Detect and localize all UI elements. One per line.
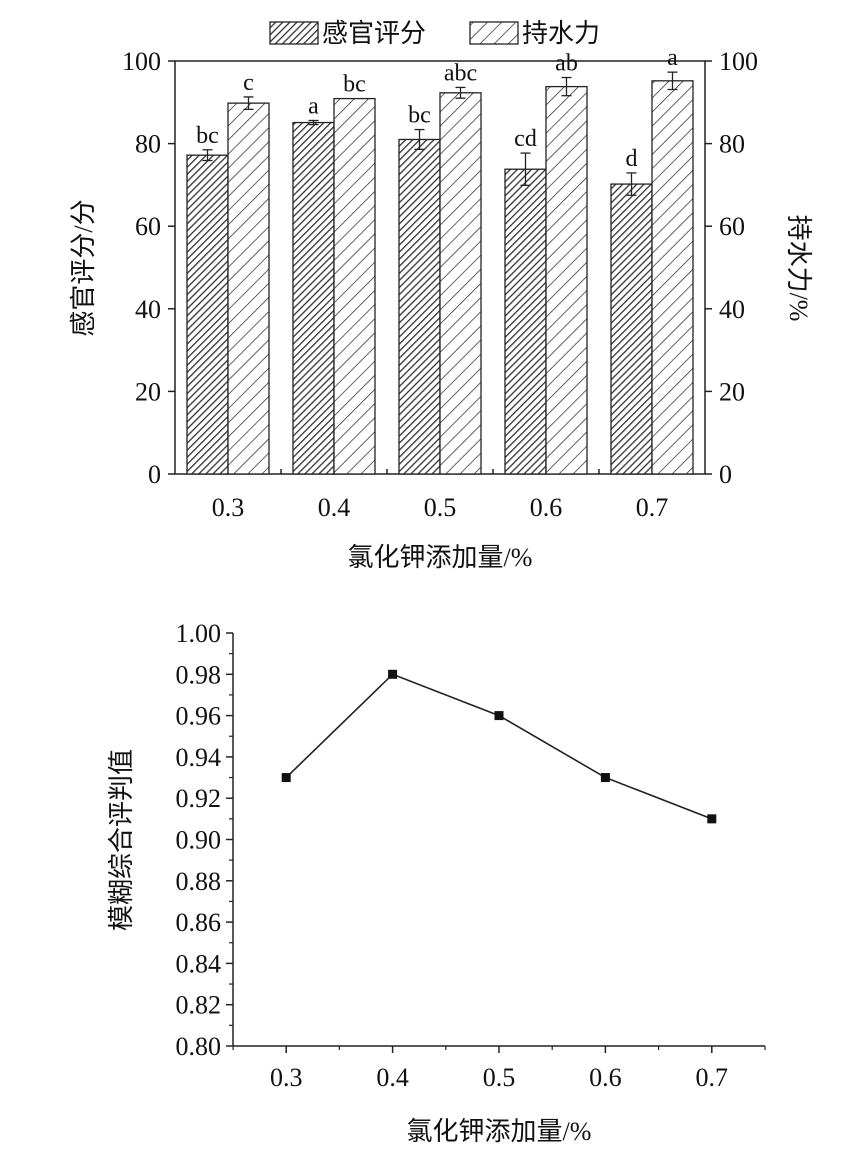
legend-swatch	[269, 21, 319, 45]
bar-water-holding	[545, 85, 588, 475]
bar-water-holding	[439, 92, 482, 475]
y-tick-label: 0.94	[176, 743, 222, 772]
legend-label: 持水力	[522, 19, 600, 48]
significance-label: a	[667, 45, 678, 71]
y-tick-label: 0.80	[176, 1032, 222, 1061]
y-tick-label: 0.92	[176, 784, 222, 813]
bar-y-label: 感官评分/分	[69, 199, 98, 336]
bar-x-label: 氯化钾添加量/%	[348, 543, 533, 572]
data-point	[707, 814, 717, 824]
y-tick-label: 0.84	[176, 949, 222, 978]
data-point	[600, 773, 610, 783]
bar-sensory	[504, 168, 547, 475]
bar-water-holding	[651, 80, 694, 475]
y-tick-label: 0.88	[176, 867, 222, 896]
y-right-tick-label: 80	[719, 130, 745, 159]
y-tick-label: 80	[135, 130, 161, 159]
y-tick-label: 60	[135, 212, 161, 241]
x-tick-label: 0.3	[212, 493, 245, 522]
y-right-tick-label: 60	[719, 212, 745, 241]
y-right-tick-label: 0	[719, 460, 732, 489]
significance-label: a	[308, 93, 319, 119]
significance-label: cd	[514, 126, 537, 152]
y-tick-label: 0.98	[176, 660, 222, 689]
data-point	[494, 711, 504, 721]
significance-label: ab	[555, 51, 578, 77]
y-tick-label: 20	[135, 377, 161, 406]
legend-label: 感官评分	[322, 19, 426, 48]
significance-label: bc	[343, 72, 366, 98]
bar-sensory	[186, 154, 229, 475]
y-tick-label: 0	[148, 460, 161, 489]
line-x-label: 氯化钾添加量/%	[407, 1117, 592, 1146]
bar-sensory	[398, 138, 441, 475]
y-tick-label: 100	[122, 47, 161, 76]
bar-y-right-label: 持水力/%	[784, 215, 813, 322]
line-chart: 0.80 0.82 0.84 0.86 0.88 0.90 0.92 0.94 0.96 0.98…	[176, 619, 766, 1092]
y-tick-label: 1.00	[176, 619, 222, 648]
legend-swatch	[469, 21, 519, 45]
y-tick-label: 0.86	[176, 908, 222, 937]
x-tick-label: 0.3	[270, 1063, 303, 1092]
y-right-tick-label: 20	[719, 377, 745, 406]
significance-label: c	[243, 70, 254, 96]
x-tick-label: 0.6	[530, 493, 563, 522]
x-tick-label: 0.5	[483, 1063, 516, 1092]
x-tick-label: 0.4	[318, 493, 351, 522]
significance-label: bc	[196, 123, 219, 149]
x-tick-label: 0.4	[376, 1063, 409, 1092]
significance-label: d	[626, 146, 638, 172]
y-tick-label: 0.82	[176, 991, 222, 1020]
significance-label: bc	[408, 103, 431, 129]
y-right-tick-label: 100	[719, 47, 758, 76]
bar-water-holding	[227, 102, 270, 475]
line-y-label: 模糊综合评判值	[107, 749, 136, 931]
significance-label: abc	[444, 60, 477, 86]
x-tick-label: 0.6	[589, 1063, 622, 1092]
y-tick-label: 0.96	[176, 702, 222, 731]
data-point	[388, 669, 398, 679]
y-tick-label: 0.90	[176, 826, 222, 855]
bar-water-holding	[333, 97, 376, 475]
data-line	[285, 673, 713, 820]
bar-sensory	[292, 121, 335, 475]
x-tick-label: 0.7	[696, 1063, 729, 1092]
x-tick-label: 0.7	[636, 493, 669, 522]
x-tick-label: 0.5	[424, 493, 457, 522]
bar-sensory	[610, 183, 653, 475]
y-tick-label: 40	[135, 295, 161, 324]
y-right-tick-label: 40	[719, 295, 745, 324]
data-point	[281, 773, 291, 783]
